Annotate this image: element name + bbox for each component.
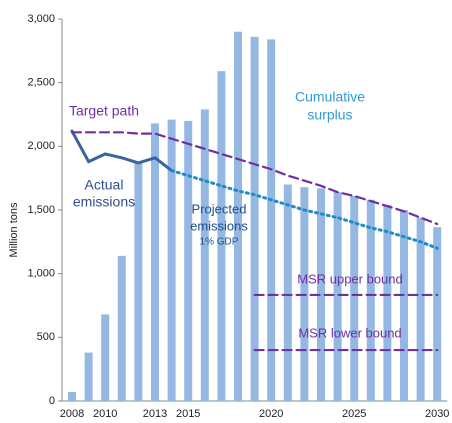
bar [184,120,193,401]
bar [217,71,226,401]
bar [383,204,392,401]
bar [433,227,442,401]
annotation: Projected [192,201,247,216]
x-tick-label: 2008 [60,408,84,420]
x-tick-label: 2025 [342,408,366,420]
annotation: Target path [69,103,139,119]
x-tick-label: 2013 [143,408,167,420]
y-axis-label: Million tons [8,202,20,258]
y-tick-label: 2,500 [27,77,55,89]
bar [68,392,76,401]
bar [167,119,176,402]
bar [134,162,143,401]
bar [333,192,342,401]
x-tick-label: 2030 [425,408,449,420]
line-series [70,131,439,226]
y-tick-label: 500 [37,331,55,343]
y-tick-label: 0 [49,395,55,407]
bar [101,314,110,401]
y-tick-label: 1,500 [27,204,55,216]
annotation: surplus [307,107,352,123]
bar [250,36,259,402]
annotation: MSR lower bound [298,325,401,340]
x-tick-label: 2010 [93,408,117,420]
bar [234,31,242,401]
bar [267,39,276,402]
bar [200,109,209,401]
line-series [70,129,174,173]
annotation: 1% GDP [200,237,239,248]
y-tick-label: 3,000 [27,13,55,25]
bar [84,352,93,401]
bar [400,210,408,401]
annotation: Actual [85,177,124,193]
bar [117,255,126,401]
annotation: MSR upper bound [297,271,403,286]
annotation: Cumulative [295,89,365,105]
annotation: emissions [190,218,248,233]
bar [151,123,159,401]
x-tick-label: 2020 [259,408,283,420]
bar [317,188,325,401]
bar [283,184,292,401]
y-tick-label: 1,000 [27,268,55,280]
x-tick-label: 2015 [176,408,200,420]
bar [366,199,375,401]
y-tick-label: 2,000 [27,140,55,152]
annotation: emissions [73,194,135,210]
bar [350,195,359,401]
line-series [170,169,439,250]
bar [416,217,425,401]
